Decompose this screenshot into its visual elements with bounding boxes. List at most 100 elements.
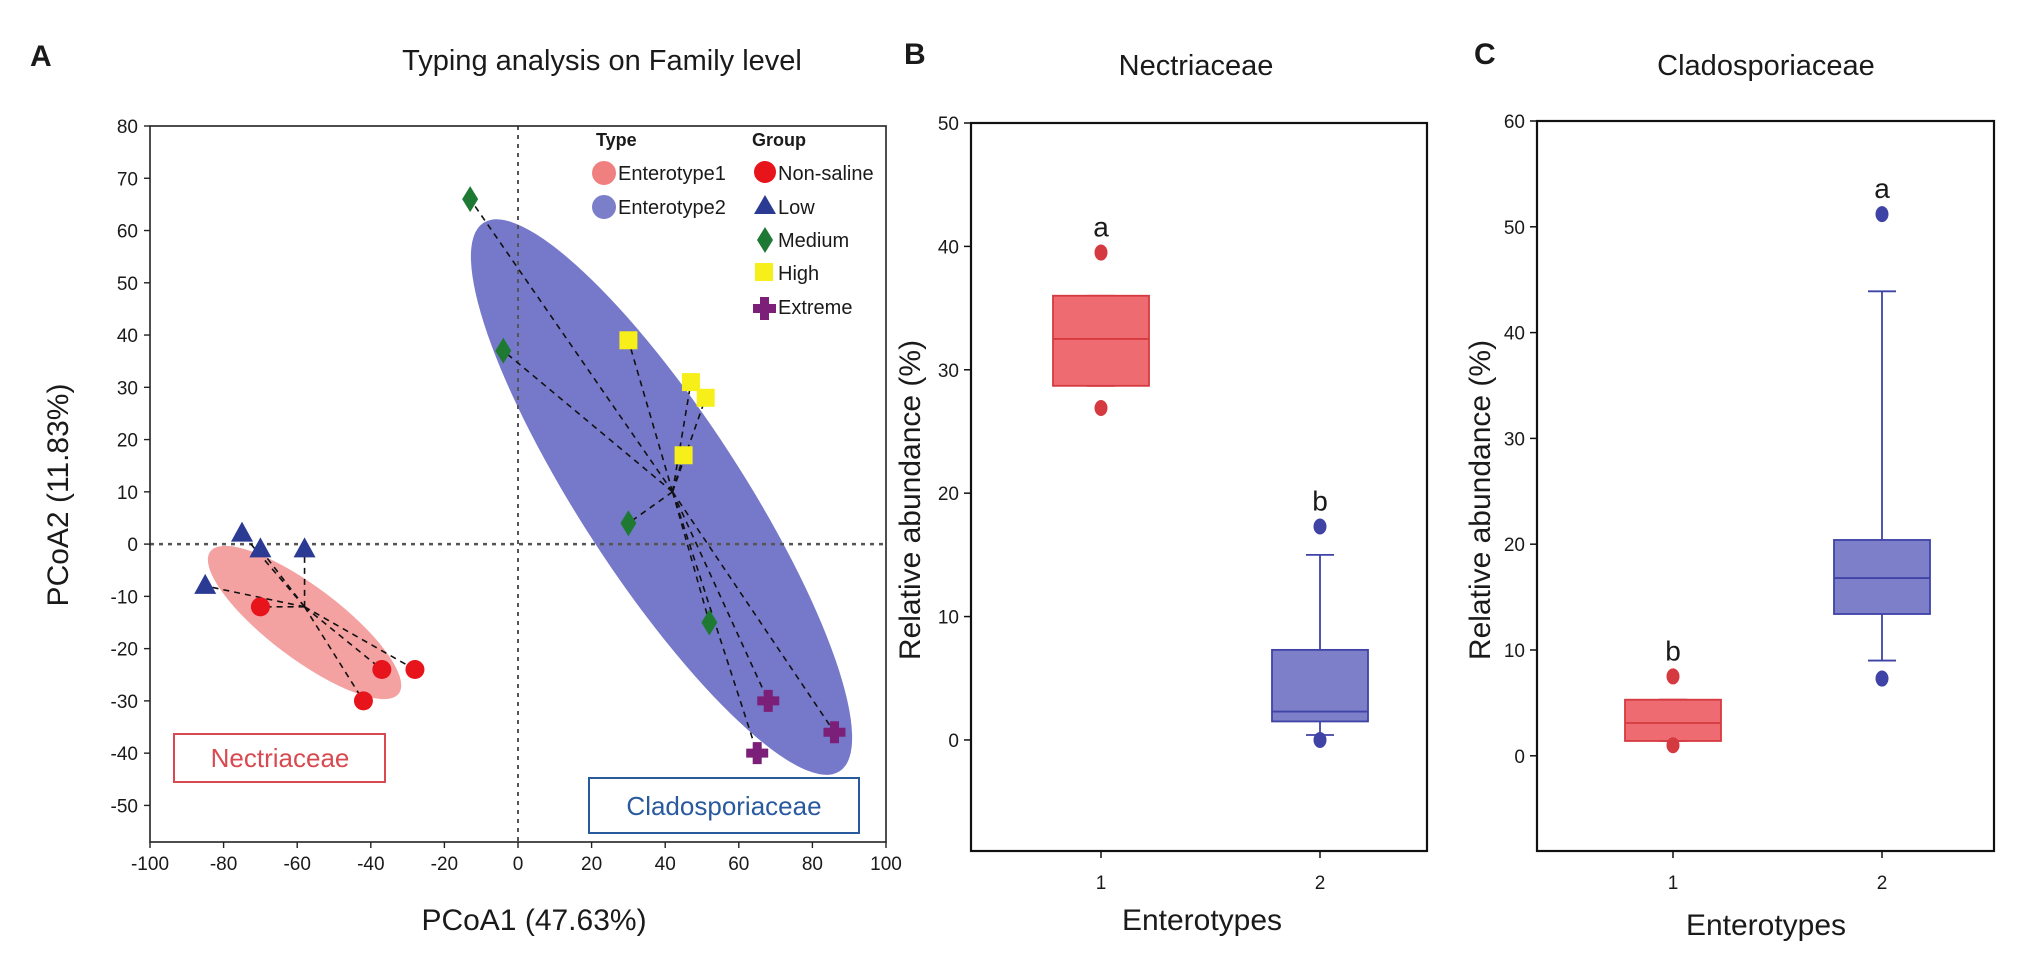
spoke-extreme (671, 491, 769, 702)
x-axis-ticks: -100 -80 -60 -40 -20 0 20 40 60 80 100 (131, 842, 902, 875)
significance-letter: b (1665, 635, 1681, 666)
significance-letter: b (1312, 485, 1328, 516)
x-tick-label: 2 (1877, 873, 1888, 894)
panel-a-x-label: PCoA1 (47.63%) (421, 904, 646, 937)
panel-a-y-label: PCoA2 (11.83%) (42, 384, 75, 607)
y-tick-label: 0 (127, 535, 138, 556)
plot-frame (1535, 119, 1996, 853)
x-tick-label: 2 (1315, 873, 1326, 894)
spoke-non-saline (304, 606, 383, 671)
y-tick-label: 40 (1504, 324, 1525, 345)
scatter-points (194, 186, 846, 765)
significance-letter: a (1874, 173, 1890, 204)
x-tick-label: 80 (802, 854, 823, 875)
y-tick-label: 50 (938, 114, 959, 135)
panel-b-title: Nectriaceae (1119, 50, 1274, 82)
panel-c-plot: 0 10 20 30 40 50 60 1 b 2 a (1504, 112, 1996, 894)
y-tick-label: 0 (948, 731, 959, 752)
panel-a-plot: -100 -80 -60 -40 -20 0 20 40 60 80 100 -50-40-30-2… (111, 117, 902, 875)
x-tick-label: -20 (431, 854, 458, 875)
legend-type-header: Type (596, 130, 637, 150)
panel-b-plot: 0 10 20 30 40 50 1 a 2 b (938, 114, 1429, 894)
spoke-medium (671, 491, 711, 623)
point-extreme (823, 721, 846, 744)
legend-extreme-label: Extreme (778, 297, 852, 319)
panel-a-title: Typing analysis on Family level (402, 45, 802, 77)
legend-nonsaline-marker (754, 161, 776, 183)
panel-b-x-label: Enterotypes (1122, 904, 1282, 937)
spoke-low (259, 548, 306, 608)
spoke-low (205, 585, 305, 608)
spoke-extreme (671, 491, 836, 733)
point-non-saline (372, 660, 392, 680)
y-tick-label: -40 (111, 744, 138, 765)
y-tick-label: -10 (111, 587, 138, 608)
spoke-low (241, 533, 306, 608)
legend-medium-label: Medium (778, 230, 849, 252)
point-low (293, 537, 316, 558)
y-tick-label: 40 (938, 237, 959, 258)
plot-frame (969, 121, 1429, 853)
y-tick-label: 10 (117, 483, 138, 504)
y-tick-label: 50 (1504, 218, 1525, 239)
y-tick-label: 30 (117, 378, 138, 399)
point-non-saline (405, 660, 425, 680)
panel-letter-b: B (904, 38, 926, 71)
outlier-point (1666, 668, 1680, 685)
point-medium (462, 186, 479, 213)
enterotype-ellipses (207, 219, 853, 775)
point-low (249, 537, 272, 558)
box-enterotype-2 (1833, 539, 1931, 615)
y-tick-label: -30 (111, 692, 138, 713)
y-tick-label: 30 (1504, 429, 1525, 450)
box-enterotype-1 (1052, 294, 1150, 387)
x-tick-label: -100 (131, 854, 169, 875)
x-tick-label: -80 (210, 854, 237, 875)
legend-enterotype1-swatch (592, 161, 616, 185)
enterotype1-ellipse (207, 545, 402, 700)
y-tick-label: 20 (938, 484, 959, 505)
y-tick-label: -20 (111, 640, 138, 661)
y-tick-label: 20 (1504, 535, 1525, 556)
spoke-non-saline (303, 606, 365, 702)
x-tick-label: 40 (655, 854, 676, 875)
spoke-high (671, 381, 692, 492)
outlier-point (1313, 518, 1327, 535)
panel-letter-a: A (30, 40, 52, 73)
legend-high-label: High (778, 263, 819, 285)
point-extreme (746, 742, 769, 765)
legend-enterotype2-swatch (592, 195, 616, 219)
box-enterotype-2 (1271, 648, 1369, 723)
legend-medium-marker (757, 227, 773, 253)
point-low (231, 521, 253, 542)
x-tick-label: 1 (1096, 873, 1107, 894)
spoke-medium (627, 491, 674, 524)
point-non-saline (353, 691, 373, 711)
point-medium (620, 510, 637, 537)
legend-enterotype1-label: Enterotype1 (618, 163, 726, 185)
x-tick-label: 0 (513, 854, 524, 875)
box-enterotype-1 (1624, 698, 1722, 742)
outlier-point (1875, 206, 1889, 223)
legend-enterotype2-label: Enterotype2 (618, 197, 726, 219)
outlier-point (1875, 670, 1889, 687)
x-tick-label: 60 (728, 854, 749, 875)
point-medium (701, 609, 718, 636)
enterotype2-ellipse (470, 219, 853, 775)
outlier-point (1313, 731, 1327, 748)
x-tick-label: 100 (870, 854, 902, 875)
significance-letter: a (1093, 212, 1109, 243)
nectriaceae-label-box (173, 733, 386, 783)
point-high (674, 446, 693, 465)
point-low (194, 573, 217, 594)
legend-low-marker (754, 195, 776, 214)
y-tick-label: 50 (117, 274, 138, 295)
y-tick-label: -50 (111, 796, 138, 817)
y-tick-label: 10 (1504, 641, 1525, 662)
point-non-saline (250, 597, 270, 617)
point-medium (495, 337, 512, 364)
y-tick-label: 20 (117, 431, 138, 452)
point-high (619, 331, 638, 350)
panel-c-y-label: Relative abundance (%) (1464, 340, 1497, 660)
